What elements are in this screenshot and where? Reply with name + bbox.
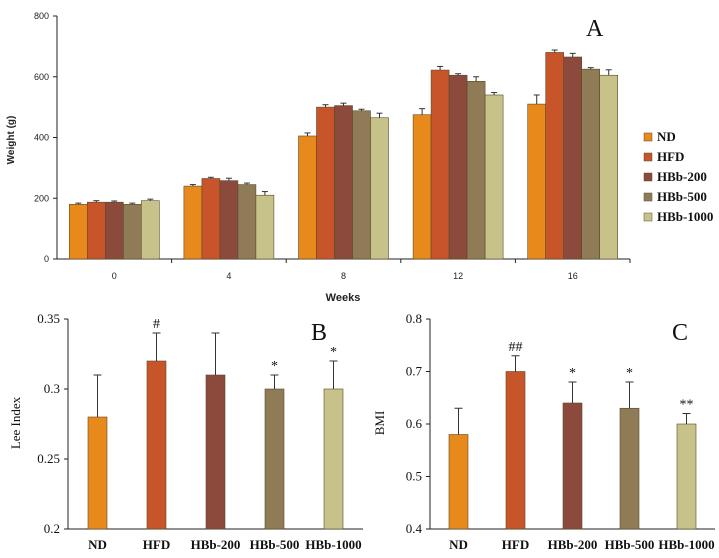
panel-a-bar bbox=[105, 201, 124, 260]
panel-c-significance-mark: * bbox=[626, 366, 633, 381]
panel-a-bar bbox=[352, 110, 371, 260]
panel-a-letter: A bbox=[586, 16, 604, 42]
panel-c-bar bbox=[448, 434, 469, 530]
panel-a-legend-swatch bbox=[643, 192, 653, 202]
panel-a-legend-swatch bbox=[643, 212, 653, 222]
panel-c-letter: C bbox=[672, 320, 688, 346]
panel-a-y-axis-label: Weight (g) bbox=[6, 116, 17, 165]
panel-b-y-tick-label: 0.3 bbox=[44, 381, 60, 396]
panel-a-y-tick-label: 600 bbox=[34, 72, 49, 82]
panel-a-bar bbox=[563, 56, 583, 260]
panel-c-bar bbox=[676, 423, 697, 530]
panel-a-bar bbox=[412, 114, 432, 260]
panel-c-x-tick-label: HFD bbox=[502, 537, 529, 552]
panel-c-y-axis-label: BMI bbox=[372, 411, 387, 436]
panel-c-x-tick-label: HBb-1000 bbox=[658, 537, 714, 552]
panel-b-bar bbox=[205, 374, 226, 530]
panel-b-letter: B bbox=[311, 320, 327, 346]
panel-b-lee-index-chart: B Lee Index 0.2 0.25 0.3 0.35 ND HFD # HBb-200 H… bbox=[8, 311, 363, 552]
panel-c-y-tick-label: 0.8 bbox=[406, 311, 422, 326]
panel-c-significance-mark: * bbox=[569, 366, 576, 381]
panel-a-x-tick-label: 12 bbox=[453, 271, 463, 281]
panel-a-bar bbox=[69, 204, 88, 260]
panel-b-x-tick-label: HBb-200 bbox=[191, 537, 241, 552]
panel-a-bar bbox=[466, 81, 486, 260]
panel-a-bar bbox=[237, 184, 257, 260]
panel-c-y-tick-label: 0.5 bbox=[406, 469, 422, 484]
panel-a-bar bbox=[545, 52, 565, 260]
panel-a-bar bbox=[255, 194, 275, 260]
panel-a-bar bbox=[599, 74, 619, 260]
panel-b-bar bbox=[264, 388, 285, 530]
panel-a-legend-label: ND bbox=[657, 129, 676, 144]
panel-a-bar bbox=[183, 185, 203, 260]
panel-c-bmi-chart: C BMI 0.4 0.5 0.6 0.7 0.8 ND HFD ## HBb-200 * HBb-… bbox=[372, 311, 715, 552]
panel-a-bar bbox=[316, 106, 335, 260]
panel-c-x-tick-label: HBb-500 bbox=[605, 537, 655, 552]
panel-a-bar bbox=[581, 68, 601, 260]
panel-c-significance-mark: ** bbox=[680, 398, 694, 413]
panel-a-y-tick-label: 200 bbox=[34, 193, 49, 203]
panel-a-legend-swatch bbox=[643, 132, 653, 142]
panel-b-bar bbox=[323, 388, 344, 530]
panel-b-significance-mark: * bbox=[330, 345, 337, 360]
panel-c-y-tick-label: 0.6 bbox=[406, 416, 423, 431]
panel-b-y-tick-label: 0.2 bbox=[44, 521, 60, 536]
panel-a-bar bbox=[219, 180, 239, 260]
panel-a-x-tick-label: 4 bbox=[226, 271, 231, 281]
panel-a-bar bbox=[484, 94, 504, 260]
panel-b-bar bbox=[87, 416, 108, 530]
panel-a-y-tick-label: 800 bbox=[34, 11, 49, 21]
panel-a-y-tick-label: 400 bbox=[34, 133, 49, 143]
panel-a-legend-swatch bbox=[643, 172, 653, 182]
panel-a-bar bbox=[298, 135, 317, 260]
panel-a-legend-label: HBb-500 bbox=[657, 189, 707, 204]
panel-a-x-tick-label: 8 bbox=[341, 271, 346, 281]
panel-c-significance-mark: ## bbox=[509, 340, 523, 355]
panel-a-weight-chart: A Weight (g) Weeks ND HFD HBb-200 HBb-500 HB… bbox=[6, 11, 713, 304]
panel-a-legend: ND HFD HBb-200 HBb-500 HBb-1000 bbox=[643, 129, 713, 224]
panel-c-x-tick-label: HBb-200 bbox=[548, 537, 598, 552]
panel-b-y-tick-label: 0.25 bbox=[37, 451, 60, 466]
panel-a-x-tick-label: 16 bbox=[568, 271, 578, 281]
panel-a-legend-label: HBb-1000 bbox=[657, 209, 713, 224]
panel-b-x-tick-label: ND bbox=[88, 537, 107, 552]
panel-a-bar bbox=[123, 204, 142, 260]
panel-a-bar bbox=[527, 103, 547, 260]
panel-b-y-axis-label: Lee Index bbox=[8, 396, 23, 449]
panel-c-bar bbox=[619, 407, 640, 530]
panel-a-y-tick-label: 0 bbox=[44, 254, 49, 264]
panel-a-legend-label: HBb-200 bbox=[657, 169, 707, 184]
panel-b-significance-mark: * bbox=[271, 359, 278, 374]
panel-c-y-tick-label: 0.4 bbox=[406, 521, 423, 536]
panel-a-bar bbox=[430, 69, 450, 260]
panel-a-bar bbox=[448, 74, 468, 260]
panel-a-x-tick-label: 0 bbox=[112, 271, 117, 281]
panel-a-bar bbox=[141, 200, 160, 260]
panel-a-bar bbox=[370, 117, 389, 260]
panel-c-bar bbox=[562, 402, 583, 530]
panel-b-x-tick-label: HBb-1000 bbox=[305, 537, 361, 552]
panel-b-significance-mark: # bbox=[153, 317, 160, 332]
panel-c-y-tick-label: 0.7 bbox=[406, 364, 423, 379]
panel-a-legend-swatch bbox=[643, 152, 653, 162]
panel-c-x-tick-label: ND bbox=[449, 537, 468, 552]
panel-a-bar bbox=[334, 105, 353, 260]
panel-b-y-tick-label: 0.35 bbox=[37, 311, 60, 326]
panel-b-bar bbox=[146, 360, 167, 530]
panel-a-x-axis-label: Weeks bbox=[326, 292, 361, 304]
panel-a-legend-label: HFD bbox=[657, 149, 684, 164]
panel-a-bar bbox=[87, 201, 106, 260]
panel-b-x-tick-label: HFD bbox=[143, 537, 170, 552]
panel-b-x-tick-label: HBb-500 bbox=[250, 537, 300, 552]
panel-a-bar bbox=[201, 178, 221, 260]
panel-c-bar bbox=[505, 371, 526, 530]
